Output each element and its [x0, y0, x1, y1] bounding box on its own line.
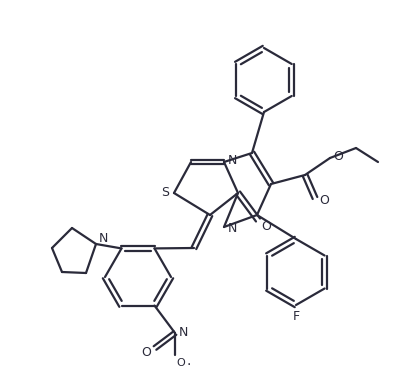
Text: N: N — [227, 222, 237, 236]
Text: O: O — [141, 346, 151, 360]
Text: N: N — [178, 326, 188, 340]
Text: F: F — [293, 311, 299, 323]
Text: O: O — [177, 358, 185, 368]
Text: O: O — [333, 150, 343, 162]
Text: S: S — [161, 187, 169, 199]
Text: ·: · — [187, 358, 191, 372]
Text: O: O — [261, 219, 271, 233]
Text: N: N — [98, 233, 108, 245]
Text: O: O — [319, 193, 329, 207]
Text: N: N — [227, 153, 237, 167]
